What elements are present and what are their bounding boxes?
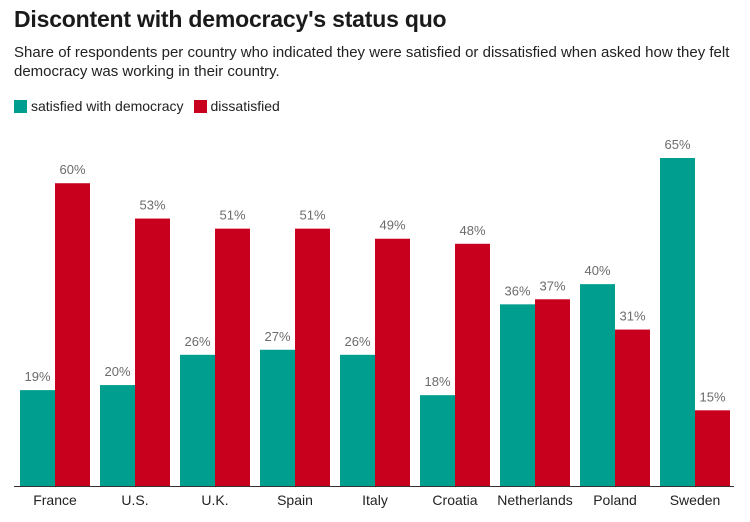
bar-satisfied-spain xyxy=(260,349,295,486)
bar-satisfied-france xyxy=(20,390,55,486)
bar-satisfied-italy xyxy=(340,354,375,486)
value-label-satisfied-sweden: 65% xyxy=(664,137,690,152)
legend-label-dissatisfied: dissatisfied xyxy=(210,98,280,114)
value-label-dissatisfied-poland: 31% xyxy=(619,309,645,324)
category-labels-group: France U.S. U.K. Spain Italy Croatia Netherlan… xyxy=(33,492,720,508)
category-label-poland: Poland xyxy=(593,492,637,508)
value-label-dissatisfied-croatia: 48% xyxy=(459,223,485,238)
value-labels-group: 19% 60% 20% 53% 26% 51% 27% 51% 26% 49% 18% 48% 36% 3… xyxy=(24,137,725,404)
bar-dissatisfied-u-s xyxy=(135,218,170,487)
category-label-u-k: U.K. xyxy=(201,492,228,508)
value-label-satisfied-poland: 40% xyxy=(584,263,610,278)
value-label-dissatisfied-italy: 49% xyxy=(379,218,405,233)
bar-satisfied-u-s xyxy=(100,385,135,486)
legend-label-satisfied: satisfied with democracy xyxy=(31,98,184,114)
bar-dissatisfied-france xyxy=(55,183,90,486)
value-label-dissatisfied-u-k: 51% xyxy=(219,208,245,223)
category-label-spain: Spain xyxy=(277,492,313,508)
bar-dissatisfied-spain xyxy=(295,228,330,486)
legend-swatch-satisfied xyxy=(14,99,27,113)
bar-satisfied-croatia xyxy=(420,395,455,486)
value-label-satisfied-croatia: 18% xyxy=(424,374,450,389)
category-label-netherlands: Netherlands xyxy=(497,492,573,508)
value-label-dissatisfied-u-s: 53% xyxy=(139,198,165,213)
legend-item-satisfied: satisfied with democracy xyxy=(14,98,184,114)
legend-swatch-dissatisfied xyxy=(193,99,207,113)
bar-satisfied-poland xyxy=(580,284,615,486)
category-label-croatia: Croatia xyxy=(432,492,477,508)
category-label-sweden: Sweden xyxy=(670,492,721,508)
chart-subtitle: Share of respondents per country who ind… xyxy=(14,44,730,80)
value-label-satisfied-netherlands: 36% xyxy=(504,283,530,298)
value-label-satisfied-u-s: 20% xyxy=(104,364,130,379)
legend: satisfied with democracy dissatisfied xyxy=(14,98,290,114)
bar-dissatisfied-poland xyxy=(615,329,650,486)
value-label-dissatisfied-spain: 51% xyxy=(299,208,325,223)
bar-dissatisfied-u-k xyxy=(215,228,250,486)
value-label-satisfied-spain: 27% xyxy=(264,329,290,344)
category-label-u-s: U.S. xyxy=(121,492,148,508)
category-label-italy: Italy xyxy=(362,492,388,508)
value-label-satisfied-italy: 26% xyxy=(344,334,370,349)
value-label-dissatisfied-sweden: 15% xyxy=(699,389,725,404)
bar-dissatisfied-italy xyxy=(375,238,410,486)
bars-group xyxy=(20,158,730,487)
bar-dissatisfied-sweden xyxy=(695,410,730,486)
value-label-dissatisfied-netherlands: 37% xyxy=(539,278,565,293)
value-label-dissatisfied-france: 60% xyxy=(59,162,85,177)
bar-satisfied-u-k xyxy=(180,354,215,486)
chart-title: Discontent with democracy's status quo xyxy=(14,6,447,32)
value-label-satisfied-u-k: 26% xyxy=(184,334,210,349)
category-label-france: France xyxy=(33,492,77,508)
bar-satisfied-sweden xyxy=(660,158,695,486)
bar-satisfied-netherlands xyxy=(500,304,535,486)
legend-item-dissatisfied: dissatisfied xyxy=(193,98,280,114)
bar-dissatisfied-netherlands xyxy=(535,299,570,486)
value-label-satisfied-france: 19% xyxy=(24,369,50,384)
bar-dissatisfied-croatia xyxy=(455,243,490,486)
